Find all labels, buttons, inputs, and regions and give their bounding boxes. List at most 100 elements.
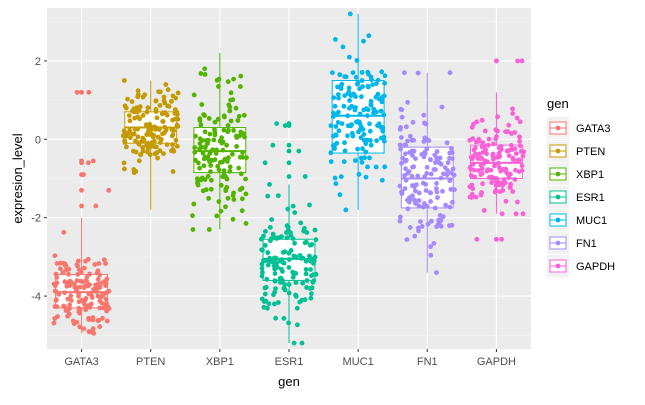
outlier-point: [286, 148, 292, 154]
jitter-point: [239, 196, 245, 202]
jitter-point: [190, 227, 196, 232]
legend-label: XBP1: [576, 169, 604, 181]
y-tick-label: 0: [35, 134, 41, 146]
jitter-point: [193, 157, 198, 163]
jitter-point: [140, 145, 146, 150]
jitter-point: [68, 293, 74, 299]
x-tick-label: FN1: [417, 356, 438, 368]
jitter-point: [416, 203, 422, 209]
jitter-point: [52, 304, 58, 309]
jitter-point: [160, 119, 166, 124]
jitter-point: [504, 148, 510, 154]
jitter-point: [164, 142, 170, 148]
jitter-point: [332, 103, 338, 109]
jitter-point: [479, 117, 485, 123]
y-axis-ticks: -4 -2 0 2: [31, 56, 47, 303]
jitter-point: [363, 174, 369, 180]
jitter-point: [382, 80, 387, 86]
jitter-point: [259, 273, 265, 279]
jitter-point: [358, 135, 364, 141]
jitter-point: [432, 205, 438, 211]
jitter-point: [375, 77, 381, 83]
jitter-point: [513, 211, 519, 217]
x-tick-label: XBP1: [206, 356, 234, 368]
jitter-point: [501, 177, 507, 182]
jitter-point: [202, 155, 208, 160]
jitter-point: [333, 124, 339, 129]
jitter-point: [281, 286, 287, 291]
jitter-point: [508, 143, 514, 148]
outlier-point: [494, 236, 499, 242]
jitter-point: [297, 299, 303, 305]
jitter-point: [212, 132, 218, 138]
jitter-point: [398, 106, 404, 112]
jitter-point: [335, 120, 341, 125]
jitter-point: [86, 317, 92, 322]
jitter-point: [221, 127, 227, 133]
jitter-point: [494, 134, 499, 139]
jitter-point: [510, 106, 515, 112]
jitter-point: [313, 237, 319, 243]
jitter-point: [415, 70, 421, 76]
jitter-point: [492, 163, 497, 169]
jitter-point: [474, 236, 480, 242]
jitter-point: [227, 168, 233, 174]
jitter-point: [472, 174, 478, 180]
jitter-point: [302, 297, 308, 303]
jitter-point: [133, 169, 139, 174]
jitter-point: [138, 152, 144, 157]
jitter-point: [496, 145, 502, 151]
jitter-point: [301, 228, 307, 234]
jitter-point: [313, 271, 319, 277]
jitter-point: [286, 257, 292, 262]
jitter-point: [206, 227, 212, 232]
jitter-point: [379, 135, 384, 141]
jitter-point: [260, 247, 265, 253]
jitter-point: [349, 122, 354, 128]
jitter-point: [361, 107, 367, 113]
jitter-point: [497, 189, 503, 195]
jitter-point: [293, 280, 299, 285]
jitter-point: [216, 167, 222, 173]
jitter-point: [288, 248, 294, 253]
y-axis-title: expresion_level: [10, 133, 25, 223]
jitter-point: [212, 127, 217, 132]
jitter-point: [349, 130, 355, 136]
jitter-point: [424, 170, 430, 176]
jitter-point: [234, 144, 240, 149]
jitter-point: [403, 151, 408, 157]
jitter-point: [235, 118, 241, 123]
jitter-point: [336, 95, 341, 101]
jitter-point: [262, 160, 268, 166]
points-esr1: [259, 121, 319, 346]
jitter-point: [506, 175, 512, 181]
jitter-point: [231, 127, 237, 133]
jitter-point: [504, 171, 510, 176]
jitter-point: [223, 186, 229, 192]
jitter-point: [489, 180, 494, 185]
jitter-point: [449, 156, 455, 162]
jitter-point: [351, 91, 356, 97]
jitter-point: [368, 142, 374, 148]
jitter-point: [270, 231, 276, 237]
jitter-point: [337, 72, 343, 78]
jitter-point: [382, 164, 388, 170]
jitter-point: [478, 192, 484, 198]
jitter-point: [282, 282, 288, 287]
jitter-point: [198, 122, 204, 128]
jitter-point: [309, 273, 314, 279]
jitter-point: [311, 278, 317, 284]
jitter-point: [360, 146, 365, 152]
jitter-point: [154, 115, 160, 121]
jitter-point: [67, 306, 72, 311]
jitter-point: [239, 185, 245, 191]
jitter-point: [405, 99, 410, 105]
jitter-point: [171, 128, 177, 134]
legend-item-pten: PTEN: [547, 140, 605, 162]
jitter-point: [409, 137, 415, 143]
legend-key-point: [555, 240, 561, 246]
legend-key-point: [555, 217, 561, 223]
jitter-point: [218, 182, 224, 188]
jitter-point: [290, 274, 296, 280]
jitter-point: [83, 278, 89, 284]
